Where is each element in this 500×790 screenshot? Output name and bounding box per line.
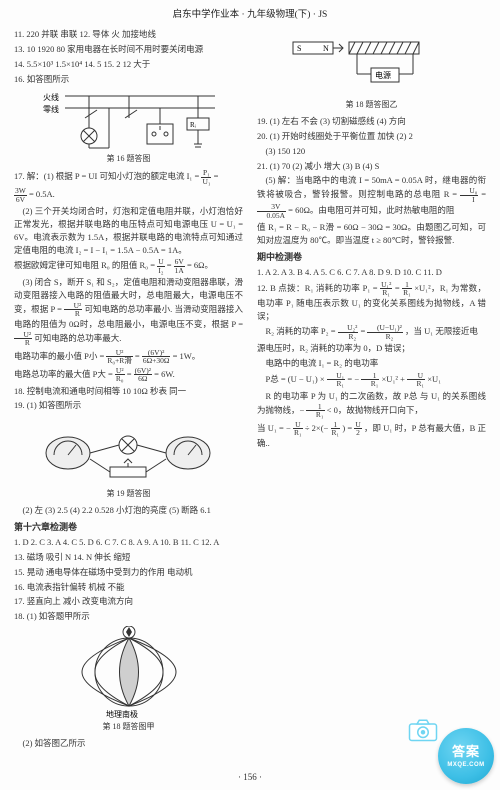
mid-12a: 12. B 点拨：R₁ 消耗的功率 P₁ = U₁²R₁ = 1R₁ ×U₁²，… (257, 281, 486, 323)
svg-text:地理南极: 地理南极 (106, 709, 138, 718)
content-columns: 11. 220 并联 串联 12. 导体 火 加接地线 13. 10 1920 … (14, 28, 486, 758)
s16-q13: 13. 磁场 吸引 N 14. N 伸长 缩短 (14, 551, 243, 564)
figure-18a: N 地理南极 (14, 626, 243, 718)
q17-4: (3) 闭合 S，断开 S₁ 和 S₂，定值电阻和滑动变阻器串联，滑动变阻器接入… (14, 276, 243, 346)
q17-1-text: 17. 解：(1) 根据 P = UI 可知小灯泡的额定电流 I₁ = (14, 171, 199, 181)
r-q17: 17. 竖直向上 减小 改变电流方向 (14, 595, 243, 608)
figure-19 (14, 415, 243, 485)
r-q18a: 18. (1) 如答题甲所示 (14, 610, 243, 623)
page: 启东中学作业本 · 九年级物理(下) · JS 11. 220 并联 串联 12… (0, 0, 500, 790)
q17-1: 17. 解：(1) 根据 P = UI 可知小灯泡的额定电流 I₁ = P₁U₁… (14, 169, 243, 185)
caption-18a: 第 18 题答图甲 (14, 721, 243, 733)
watermark-text: 答案 (452, 742, 480, 762)
mid-12g: 当 U₁ = − UR₁ ÷ 2×(− 1R₁ ) = U2 ，即 U₁ 时，P… (257, 421, 486, 450)
r-q19: 19. (1) 左右 不会 (3) 切割磁感线 (4) 方向 (257, 115, 486, 128)
q17-2: (2) 三个开关均闭合时，灯泡和定值电阻并联，小灯泡恰好正常发光，根据并联电路的… (14, 205, 243, 256)
q19b: (2) 左 (3) 2.5 (4) 2.2 0.528 小灯泡的亮度 (5) 断… (14, 504, 243, 517)
s16-q15: 15. 晃动 通电导体在磁场中受到力的作用 电动机 (14, 566, 243, 579)
section-16-title: 第十六章检测卷 (14, 521, 243, 535)
globe-svg: N 地理南极 (74, 626, 184, 718)
mid-12e: P总 = (U − U₁) × U₁R₁ = − 1R₁ ×U₁² + UR₁ … (257, 372, 486, 388)
s16-answers-a: 1. D 2. C 3. A 4. C 5. D 6. C 7. C 8. A … (14, 536, 243, 549)
r-q21: 21. (1) 70 (2) 减小 增大 (3) B (4) S (257, 160, 486, 173)
svg-text:N: N (122, 626, 127, 628)
neutral-label: 零线 (43, 104, 59, 114)
svg-text:Rᵢ: Rᵢ (190, 121, 197, 129)
mid-12d: 电路中的电流 I₁ = R₂ 的电功率 (257, 357, 486, 370)
circuit-16-svg: 火线 零线 (39, 88, 219, 150)
figure-16: 火线 零线 (14, 88, 243, 150)
mid-12f: R 的电功率 P 为 U₁ 的二次函数，故 P总 与 U₁ 的关系图线为抛物线，… (257, 390, 486, 419)
solenoid-svg: S N (287, 28, 457, 96)
q17-3: 根据欧姆定律可知电阻 R₀ 的阻值 R₀ = UI₂ = 6V1A = 6Ω。 (14, 258, 243, 274)
r-q21b: (5) 解：当电路中的电流 I = 50mA = 0.05A 时，继电器的衔铁将… (257, 174, 486, 219)
fire-label: 火线 (43, 92, 59, 102)
q18-left: 18. 控制电流和通电时间相等 10 10Ω 秒表 同一 (14, 385, 243, 398)
q17-6: 电路总功率的最大值 P大 = U²R₀ = (6V)²6Ω = 6W. (14, 367, 243, 383)
q13: 13. 10 1920 80 家用电器在长时间不用时要关闭电源 (14, 43, 243, 56)
r-q21c: 值 R₁ = R − R₀ − R滑 = 60Ω − 30Ω = 30Ω。由题图… (257, 221, 486, 247)
r-q20b: (3) 150 120 (257, 145, 486, 158)
camera-icon (408, 718, 438, 742)
mid-12c: 源电压时，R₂ 消耗的功率为 0，D 错误； (257, 342, 486, 355)
mid-answers: 1. A 2. A 3. B 4. A 5. C 6. C 7. A 8. D … (257, 266, 486, 279)
svg-text:S: S (297, 44, 301, 53)
q17-1b: 3W6V = 0.5A. (14, 187, 243, 203)
q14: 14. 5.5×10³ 1.5×10⁴ 14. 5 15. 2 12 大于 (14, 58, 243, 71)
circuit-19-svg (34, 415, 224, 485)
caption-18b: 第 18 题答图乙 (257, 99, 486, 111)
q11: 11. 220 并联 串联 12. 导体 火 加接地线 (14, 28, 243, 41)
svg-text:电源: 电源 (375, 70, 391, 80)
q17-5: 电路功率的最小值 P小 = U²R₀+R滑 = (6V)²6Ω+30Ω = 1W… (14, 349, 243, 365)
page-number: · 156 · (0, 771, 500, 785)
svg-text:N: N (323, 44, 329, 53)
q19-left: 19. (1) 如答图所示 (14, 399, 243, 412)
q16-intro: 16. 如答图所示 (14, 73, 243, 86)
watermark-url: MXQE.COM (447, 761, 484, 770)
mid-12b: R₂ 消耗的功率 P₂ = U₂²R₂ = (U−U₁)²R₂ ，当 U₁ 无限… (257, 324, 486, 340)
r-q18b: (2) 如答图乙所示 (14, 737, 243, 750)
figure-18b: S N (257, 28, 486, 96)
frac-p1u1: P₁U₁ (201, 169, 211, 185)
page-header: 启东中学作业本 · 九年级物理(下) · JS (14, 8, 486, 22)
caption-19: 第 19 题答图 (14, 488, 243, 500)
watermark-badge: 答案 MXQE.COM (438, 728, 494, 784)
caption-16: 第 16 题答图 (14, 153, 243, 165)
frac-3w6v: 3W6V (14, 187, 27, 203)
r-q16: 16. 电流表指针偏转 机械 不能 (14, 581, 243, 594)
section-mid-title: 期中检测卷 (257, 251, 486, 265)
r-q20: 20. (1) 开始时线圈处于平衡位置 加快 (2) 2 (257, 130, 486, 143)
